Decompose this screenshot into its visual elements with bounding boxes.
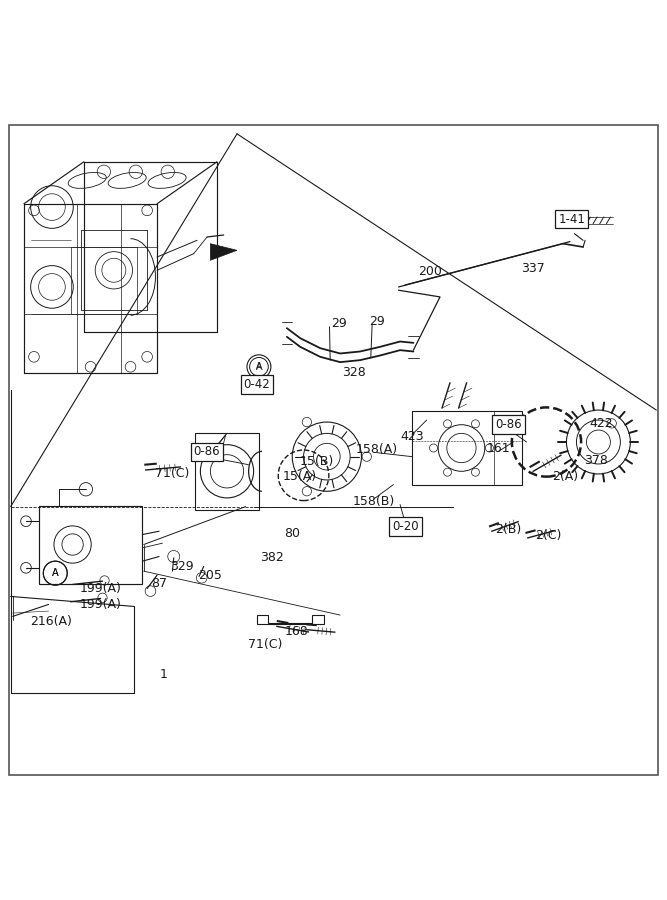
Text: 382: 382 [260, 552, 284, 564]
Text: 423: 423 [400, 430, 424, 443]
Text: 80: 80 [284, 526, 300, 540]
Text: 422: 422 [589, 417, 613, 430]
Text: 2(B): 2(B) [495, 524, 521, 536]
Text: A: A [255, 362, 262, 372]
Text: 378: 378 [584, 454, 608, 467]
Text: 1: 1 [160, 669, 167, 681]
Text: 71(C): 71(C) [248, 638, 283, 651]
Text: 87: 87 [151, 577, 167, 590]
Text: 0-42: 0-42 [243, 378, 270, 392]
Text: 158(B): 158(B) [352, 495, 395, 508]
Text: 200: 200 [418, 266, 442, 278]
Text: 71(C): 71(C) [155, 467, 189, 481]
Text: A: A [52, 568, 59, 578]
Text: 199(A): 199(A) [79, 582, 121, 595]
Text: 29: 29 [369, 315, 385, 328]
Text: 29: 29 [331, 317, 347, 330]
Text: 168: 168 [285, 625, 309, 637]
Text: 1-41: 1-41 [558, 212, 585, 226]
Text: A: A [256, 363, 262, 372]
Text: 15(B): 15(B) [299, 454, 334, 468]
Polygon shape [210, 244, 237, 260]
Text: 329: 329 [170, 560, 193, 573]
Text: 337: 337 [522, 262, 545, 274]
Text: 2(C): 2(C) [535, 528, 561, 542]
Text: 0-20: 0-20 [392, 520, 419, 533]
Text: 15(A): 15(A) [283, 470, 317, 483]
Text: 216(A): 216(A) [29, 616, 71, 628]
Text: A: A [52, 568, 59, 578]
Text: 161: 161 [487, 442, 510, 455]
Text: 205: 205 [198, 569, 222, 581]
Text: 2(A): 2(A) [552, 470, 578, 483]
Text: 0-86: 0-86 [193, 446, 220, 458]
Text: 0-86: 0-86 [495, 418, 522, 431]
Text: 328: 328 [342, 365, 366, 379]
Text: 158(A): 158(A) [356, 443, 398, 455]
Text: 199(A): 199(A) [79, 598, 121, 611]
